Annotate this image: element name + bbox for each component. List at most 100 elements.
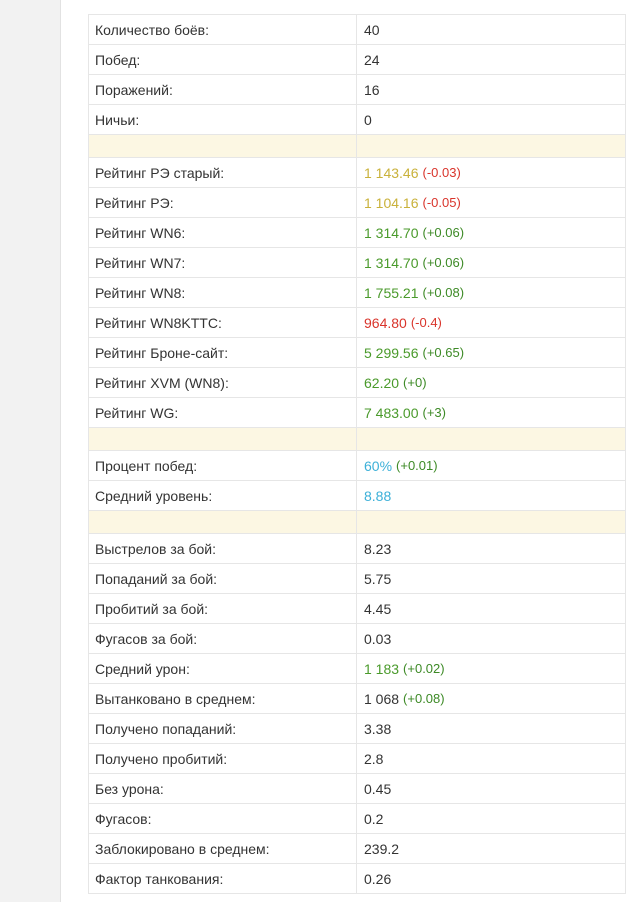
stat-label: Рейтинг РЭ: <box>89 188 357 217</box>
stat-cell: 1 104.16 (-0.05) <box>357 188 625 217</box>
section-separator <box>88 511 626 534</box>
stat-row: Фактор танкования: 0.26 <box>88 864 626 894</box>
stat-label: Фугасов за бой: <box>89 624 357 653</box>
stat-label: Процент побед: <box>89 451 357 480</box>
stat-value: 0.45 <box>364 780 392 797</box>
stat-row: Попаданий за бой: 5.75 <box>88 564 626 594</box>
stat-cell: 239.2 <box>357 834 625 863</box>
separator-cell <box>89 511 357 533</box>
stat-row: Рейтинг WN7: 1 314.70 (+0.06) <box>88 248 626 278</box>
stat-change: (+0.08) <box>403 691 445 706</box>
stat-change: (+0.65) <box>422 345 465 360</box>
stat-row: Пробитий за бой: 4.45 <box>88 594 626 624</box>
stat-change: (-0.05) <box>422 195 461 210</box>
stat-label: Получено пробитий: <box>89 744 357 773</box>
stat-value: 7 483.00 <box>364 404 419 421</box>
stat-row: Фугасов: 0.2 <box>88 804 626 834</box>
stat-label: Ничьи: <box>89 105 357 134</box>
stat-cell: 0 <box>357 105 625 134</box>
stat-value: 1 314.70 <box>364 254 419 271</box>
stat-cell: 2.8 <box>357 744 625 773</box>
stat-row: Побед: 24 <box>88 45 626 75</box>
stat-row: Без урона: 0.45 <box>88 774 626 804</box>
stat-cell: 964.80 (-0.4) <box>357 308 625 337</box>
stat-value: 0.03 <box>364 630 392 647</box>
stat-cell: 16 <box>357 75 625 104</box>
stat-change: (-0.4) <box>410 315 442 330</box>
stat-cell: 1 314.70 (+0.06) <box>357 218 625 247</box>
stat-value: 60% <box>364 457 393 474</box>
stat-row: Фугасов за бой: 0.03 <box>88 624 626 654</box>
stat-cell: 1 068 (+0.08) <box>357 684 625 713</box>
stat-label: Рейтинг Броне-сайт: <box>89 338 357 367</box>
stat-cell: 8.23 <box>357 534 625 563</box>
stat-cell: 0.03 <box>357 624 625 653</box>
stat-value: 40 <box>364 21 380 38</box>
stat-change: (+0.02) <box>403 661 445 676</box>
stat-cell: 24 <box>357 45 625 74</box>
stat-cell: 7 483.00 (+3) <box>357 398 625 427</box>
stat-label: Пробитий за бой: <box>89 594 357 623</box>
separator-cell <box>89 428 357 450</box>
stat-label: Заблокировано в среднем: <box>89 834 357 863</box>
stat-label: Вытанковано в среднем: <box>89 684 357 713</box>
stats-table: Количество боёв: 40 Побед: 24 Поражений: 16 Ни… <box>88 14 626 894</box>
stat-value: 1 068 <box>364 690 400 707</box>
stat-cell: 0.26 <box>357 864 625 893</box>
stat-label: Рейтинг XVM (WN8): <box>89 368 357 397</box>
stat-label: Фактор танкования: <box>89 864 357 893</box>
stat-row: Получено пробитий: 2.8 <box>88 744 626 774</box>
stat-cell: 3.38 <box>357 714 625 743</box>
stat-value: 5.75 <box>364 570 392 587</box>
stat-cell: 1 755.21 (+0.08) <box>357 278 625 307</box>
stat-change: (+0.08) <box>422 285 465 300</box>
stat-value: 964.80 <box>364 314 407 331</box>
stat-value: 239.2 <box>364 840 400 857</box>
stat-cell: 0.45 <box>357 774 625 803</box>
stat-label: Получено попаданий: <box>89 714 357 743</box>
stat-label: Фугасов: <box>89 804 357 833</box>
stat-label: Количество боёв: <box>89 15 357 44</box>
stat-cell: 5.75 <box>357 564 625 593</box>
section-separator <box>88 428 626 451</box>
stat-label: Рейтинг РЭ старый: <box>89 158 357 187</box>
stat-value: 1 143.46 <box>364 164 419 181</box>
stat-change: (+0.06) <box>422 225 465 240</box>
stat-row: Средний уровень: 8.88 <box>88 481 626 511</box>
stat-change: (+0.06) <box>422 255 465 270</box>
stat-label: Рейтинг WG: <box>89 398 357 427</box>
stat-row: Заблокировано в среднем: 239.2 <box>88 834 626 864</box>
stat-change: (-0.03) <box>422 165 461 180</box>
stat-value: 1 314.70 <box>364 224 419 241</box>
stat-value: 1 755.21 <box>364 284 419 301</box>
stat-value: 0.2 <box>364 810 384 827</box>
stat-row: Вытанковано в среднем: 1 068 (+0.08) <box>88 684 626 714</box>
stat-change: (+0.01) <box>396 458 438 473</box>
stat-cell: 60% (+0.01) <box>357 451 625 480</box>
stat-row: Получено попаданий: 3.38 <box>88 714 626 744</box>
stat-row: Рейтинг Броне-сайт: 5 299.56 (+0.65) <box>88 338 626 368</box>
separator-cell <box>89 135 357 157</box>
stat-label: Средний урон: <box>89 654 357 683</box>
stat-row: Рейтинг РЭ старый: 1 143.46 (-0.03) <box>88 158 626 188</box>
stat-value: 24 <box>364 51 380 68</box>
stat-label: Средний уровень: <box>89 481 357 510</box>
separator-cell <box>357 135 625 157</box>
stat-value: 62.20 <box>364 374 400 391</box>
separator-cell <box>357 511 625 533</box>
stat-value: 8.88 <box>364 487 392 504</box>
stat-label: Поражений: <box>89 75 357 104</box>
stat-cell: 1 183 (+0.02) <box>357 654 625 683</box>
stat-value: 1 183 <box>364 660 400 677</box>
stat-row: Количество боёв: 40 <box>88 15 626 45</box>
stat-cell: 8.88 <box>357 481 625 510</box>
stat-label: Побед: <box>89 45 357 74</box>
stat-value: 16 <box>364 81 380 98</box>
stat-cell: 1 143.46 (-0.03) <box>357 158 625 187</box>
stat-row: Выстрелов за бой: 8.23 <box>88 534 626 564</box>
stat-row: Средний урон: 1 183 (+0.02) <box>88 654 626 684</box>
stat-label: Попаданий за бой: <box>89 564 357 593</box>
stat-row: Процент побед: 60% (+0.01) <box>88 451 626 481</box>
stat-value: 1 104.16 <box>364 194 419 211</box>
